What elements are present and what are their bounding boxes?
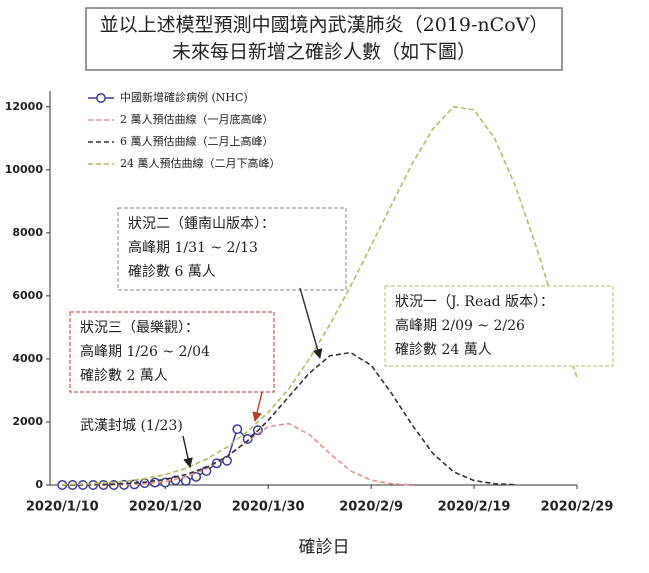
annotation-text: 高峰期 2/09 ~ 2/26 [395,317,525,334]
chart-title: 並以上述模型預測中國境內武漢肺炎（2019-nCoV） [100,14,549,36]
series-line [62,351,516,486]
annotation-arrow [182,435,193,468]
annotation-box [69,311,275,393]
annotation-text: 武漢封城 (1/23) [80,418,183,434]
data-point [191,471,202,482]
legend-label: 24 萬人預估曲線（二月下高峰） [120,156,281,170]
annotation-box [384,285,614,367]
annotation-text: 確診數 2 萬人 [80,368,168,384]
title-box [85,7,563,71]
y-tick-label: 12000 [5,100,44,113]
annotation-text: 確診數 24 萬人 [395,342,492,358]
annotation-arrow [299,287,323,359]
y-tick-label: 2000 [12,415,43,428]
annotation-text: 高峰期 1/31 ~ 2/13 [128,239,258,256]
x-tick-label: 2020/1/20 [129,500,202,515]
data-point [222,455,232,466]
legend-label: 中國新增確診病例 (NHC) [120,90,248,104]
annotation-text: 高峰期 1/26 ~ 2/04 [80,343,210,360]
annotation-box [117,207,347,291]
y-tick-label: 0 [35,478,43,491]
x-tick-label: 2020/1/10 [26,500,99,515]
chart-title: 未來每日新增之確診人數（如下圖） [172,41,476,63]
y-tick-label: 6000 [12,289,43,302]
annotation-text: 狀況三（最樂觀）： [80,319,199,336]
annotation-text: 確診數 6 萬人 [128,264,216,280]
legend-label: 2 萬人預估曲線（一月底高峰） [120,112,274,126]
data-point [232,424,243,435]
y-tick-label: 4000 [12,352,43,365]
annotation-arrow [252,391,263,422]
series-line [62,105,578,486]
data-point [242,434,253,444]
x-tick-label: 2020/2/29 [541,500,614,515]
x-axis-label: 確診日 [299,538,350,558]
legend-label: 6 萬人預估曲線（二月上高峰） [120,134,274,148]
x-tick-label: 2020/2/9 [339,500,403,515]
x-tick-label: 2020/1/30 [232,500,305,515]
y-tick-label: 8000 [12,226,43,239]
y-tick-label: 10000 [5,163,44,176]
x-tick-label: 2020/2/19 [438,500,511,515]
annotation-text: 狀況二（鍾南山版本）： [128,216,275,232]
annotation-text: 狀況一（J. Read 版本）： [395,294,554,310]
series-line [62,422,413,486]
legend-marker [96,93,106,103]
